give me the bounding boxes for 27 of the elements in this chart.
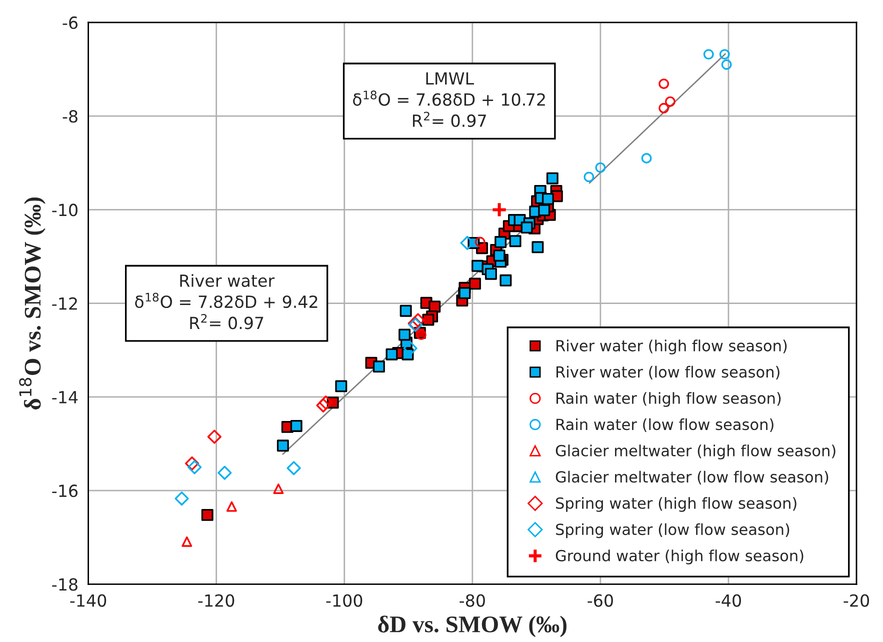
x-tick-label: -120: [198, 594, 234, 607]
y-tick-label: -8: [62, 110, 78, 123]
legend-label: Spring water (high flow season): [556, 497, 796, 512]
legend-label: Glacier meltwater (low flow season): [556, 470, 828, 484]
x-tick-label: -80: [460, 594, 485, 607]
legend-label: Rain water (high flow season): [556, 392, 781, 407]
x-tick-label: -60: [588, 594, 613, 607]
legend-label: River water (high flow season): [556, 340, 787, 354]
y-tick-label: -6: [62, 16, 78, 30]
y-tick-label: -16: [52, 484, 78, 498]
x-tick-label: -40: [716, 594, 741, 607]
y-axis-title: δ$^{18}$O vs. SMOW (‰): [19, 197, 46, 410]
y-tick-label: -10: [52, 204, 78, 216]
text: LMWL δ$^{18}$O = 7.68δD + 10.72 R$^{2}$= 0.97: [353, 72, 545, 128]
x-axis-title: δD vs. SMOW (‰): [378, 616, 566, 638]
legend-label: Spring water (low flow season): [556, 523, 790, 538]
x-tick-label: -20: [844, 594, 870, 607]
x-tick-label: -100: [326, 594, 362, 607]
legend-label: Ground water (high flow season): [556, 550, 804, 564]
y-tick-label: -14: [52, 391, 78, 404]
y-tick-label: -12: [52, 297, 77, 310]
y-tick-label: -18: [52, 578, 78, 591]
x-tick-label: -140: [70, 594, 106, 607]
legend-label: Rain water (low flow season): [556, 418, 774, 432]
legend-label: Glacier meltwater (high flow season): [556, 444, 836, 460]
legend-label: River water (low flow season): [556, 366, 780, 380]
text: River water δ$^{18}$O = 7.82δD + 9.42 R$^{2}$= 0.97: [135, 274, 318, 330]
